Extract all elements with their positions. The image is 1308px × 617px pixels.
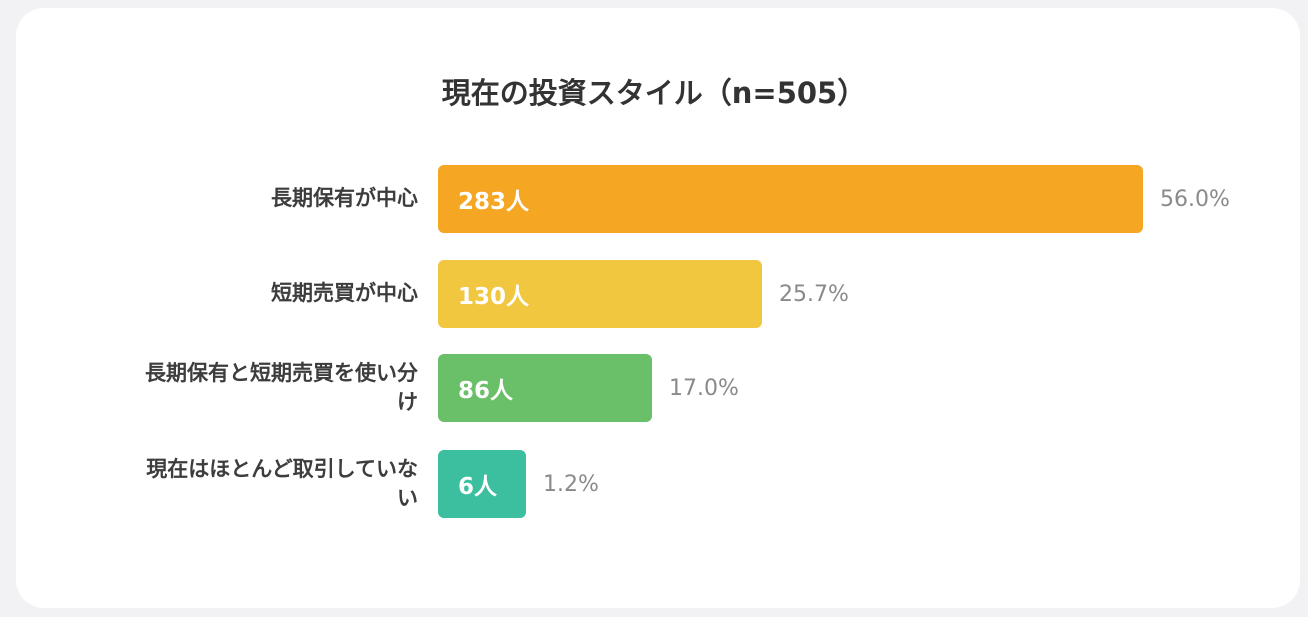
bar-row: 短期売買が中心 130人 25.7%	[0, 260, 1308, 328]
category-label: 現在はほとんど取引していない	[146, 456, 418, 510]
bar: 6人	[438, 450, 526, 518]
count-label: 283人	[458, 189, 530, 215]
bar: 86人	[438, 354, 652, 422]
chart-title: 現在の投資スタイル（n=505）	[441, 76, 867, 110]
count-label: 130人	[458, 284, 530, 310]
category-label: 長期保有が中心	[271, 186, 418, 211]
bar: 283人	[438, 165, 1143, 233]
category-label: 短期売買が中心	[271, 281, 418, 306]
percent-label: 1.2%	[543, 471, 599, 497]
percent-label: 25.7%	[779, 281, 849, 307]
bar-row: 長期保有が中心 283人 56.0%	[0, 165, 1308, 233]
count-label: 6人	[458, 474, 498, 500]
bar-row: 長期保有と短期売買を使い分け 86人 17.0%	[0, 354, 1308, 422]
percent-label: 17.0%	[669, 375, 739, 401]
category-label: 長期保有と短期売買を使い分け	[145, 360, 418, 414]
count-label: 86人	[458, 378, 514, 404]
bar-row: 現在はほとんど取引していない 6人 1.2%	[0, 450, 1308, 518]
bar: 130人	[438, 260, 762, 328]
percent-label: 56.0%	[1160, 186, 1230, 212]
